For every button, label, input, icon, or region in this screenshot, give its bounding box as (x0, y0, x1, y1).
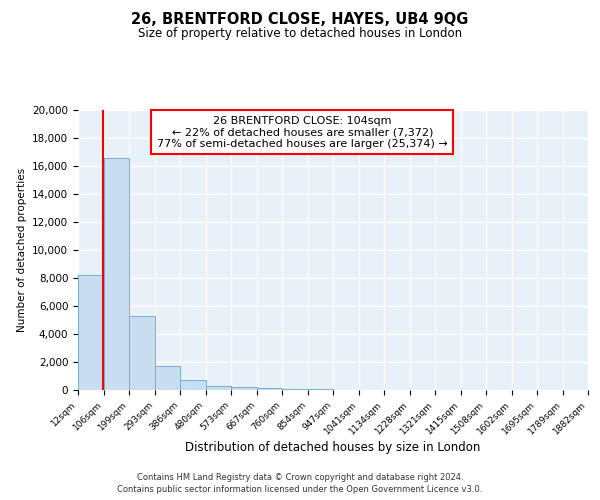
Text: 26 BRENTFORD CLOSE: 104sqm
← 22% of detached houses are smaller (7,372)
77% of s: 26 BRENTFORD CLOSE: 104sqm ← 22% of deta… (157, 116, 448, 149)
Bar (257, 388, 282, 390)
Bar (129, 316, 155, 390)
Bar (206, 386, 231, 390)
Text: Contains HM Land Registry data © Crown copyright and database right 2024.: Contains HM Land Registry data © Crown c… (137, 472, 463, 482)
Bar (155, 366, 180, 390)
Y-axis label: Number of detached properties: Number of detached properties (17, 168, 26, 332)
Text: Contains public sector information licensed under the Open Government Licence v3: Contains public sector information licen… (118, 485, 482, 494)
Bar (78, 275, 104, 390)
Bar (180, 380, 206, 390)
Bar (282, 388, 308, 390)
Text: Size of property relative to detached houses in London: Size of property relative to detached ho… (138, 28, 462, 40)
Bar (104, 158, 129, 390)
X-axis label: Distribution of detached houses by size in London: Distribution of detached houses by size … (185, 442, 481, 454)
Bar (231, 387, 257, 390)
Bar (308, 389, 333, 390)
Text: 26, BRENTFORD CLOSE, HAYES, UB4 9QG: 26, BRENTFORD CLOSE, HAYES, UB4 9QG (131, 12, 469, 28)
